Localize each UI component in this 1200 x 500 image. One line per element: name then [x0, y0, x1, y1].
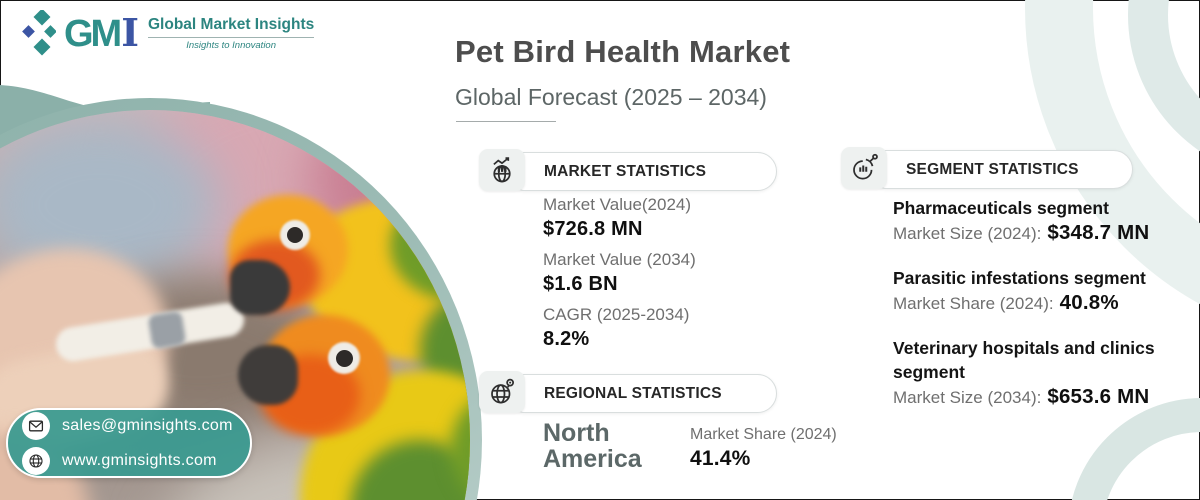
- contact-email-row[interactable]: sales@gminsights.com: [22, 411, 250, 440]
- bird-eye: [287, 227, 303, 243]
- globe-pin-icon: [491, 378, 515, 404]
- logo-tagline: Insights to Innovation: [186, 39, 277, 51]
- subtitle-underline: [456, 121, 556, 122]
- segment-name: Parasitic infestations segment: [893, 268, 1146, 288]
- market-stat-item: Market Value (2034) $1.6 BN: [543, 249, 696, 297]
- market-stats-list: Market Value(2024) $726.8 MN Market Valu…: [543, 194, 696, 359]
- segment-name: Pharmaceuticals segment: [893, 198, 1109, 218]
- stat-value: $1.6 BN: [543, 273, 618, 295]
- market-stat-item: CAGR (2025-2034) 8.2%: [543, 304, 696, 352]
- regional-statistics-label: REGIONAL STATISTICS: [544, 384, 722, 402]
- segment-statistics-chip: [841, 147, 887, 189]
- stat-label: Market Share (2024):: [893, 294, 1054, 313]
- segment-statistics-heading: SEGMENT STATISTICS: [878, 150, 1133, 189]
- globe-chart-icon: [493, 157, 511, 183]
- contact-bar: sales@gminsights.com www.gminsights.com: [6, 408, 252, 478]
- stat-value: 8.2%: [543, 328, 590, 350]
- segment-item: Veterinary hospitals and clinics segment…: [893, 336, 1198, 412]
- logo-diamonds-icon: [22, 10, 56, 56]
- bird-beak: [230, 260, 290, 315]
- stat-label: Market Share (2024): [690, 426, 837, 443]
- market-statistics-heading: MARKET STATISTICS: [516, 152, 777, 191]
- stat-label: Market Size (2024):: [893, 224, 1042, 243]
- segment-item: Pharmaceuticals segment Market Size (202…: [893, 196, 1198, 248]
- market-stat-item: Market Value(2024) $726.8 MN: [543, 194, 696, 242]
- stat-value: $726.8 MN: [543, 218, 643, 240]
- bird-eye: [336, 350, 353, 367]
- stat-value: 40.8%: [1059, 291, 1119, 314]
- bird-beak: [238, 345, 298, 405]
- logo-name: Global Market Insights: [148, 15, 315, 33]
- stat-value: $348.7 MN: [1047, 221, 1150, 244]
- contact-website-row[interactable]: www.gminsights.com: [22, 446, 250, 475]
- region-name: North America: [543, 419, 642, 473]
- logo-monogram: GMI: [64, 9, 139, 55]
- stat-label: Market Value(2024): [543, 195, 692, 214]
- market-statistics-label: MARKET STATISTICS: [544, 162, 707, 180]
- stat-value: 41.4%: [690, 447, 751, 470]
- pie-chart-icon: [853, 153, 878, 180]
- market-statistics-chip: [479, 149, 525, 191]
- region-share: Market Share (2024) 41.4%: [690, 424, 837, 472]
- segment-statistics-label: SEGMENT STATISTICS: [906, 160, 1079, 178]
- page-subtitle: Global Forecast (2025 – 2034): [455, 84, 767, 110]
- logo-divider: [148, 36, 315, 38]
- page-title: Pet Bird Health Market: [455, 34, 791, 69]
- website-globe-icon: [22, 446, 50, 475]
- stat-label: Market Value (2034): [543, 250, 696, 269]
- contact-website: www.gminsights.com: [62, 451, 217, 469]
- stat-label: Market Size (2034):: [893, 388, 1042, 407]
- stat-label: CAGR (2025-2034): [543, 305, 690, 324]
- regional-statistics-chip: [479, 371, 525, 413]
- segment-name: Veterinary hospitals and clinics segment: [893, 338, 1155, 382]
- gmi-logo: GMI Global Market Insights Insights to I…: [22, 9, 315, 56]
- email-icon: [22, 411, 50, 440]
- contact-email: sales@gminsights.com: [62, 416, 233, 434]
- stat-value: $653.6 MN: [1047, 385, 1150, 408]
- segment-item: Parasitic infestations segment Market Sh…: [893, 266, 1198, 318]
- regional-statistics-heading: REGIONAL STATISTICS: [516, 374, 777, 413]
- syringe-band: [147, 310, 187, 350]
- segment-items-list: Pharmaceuticals segment Market Size (202…: [893, 196, 1198, 430]
